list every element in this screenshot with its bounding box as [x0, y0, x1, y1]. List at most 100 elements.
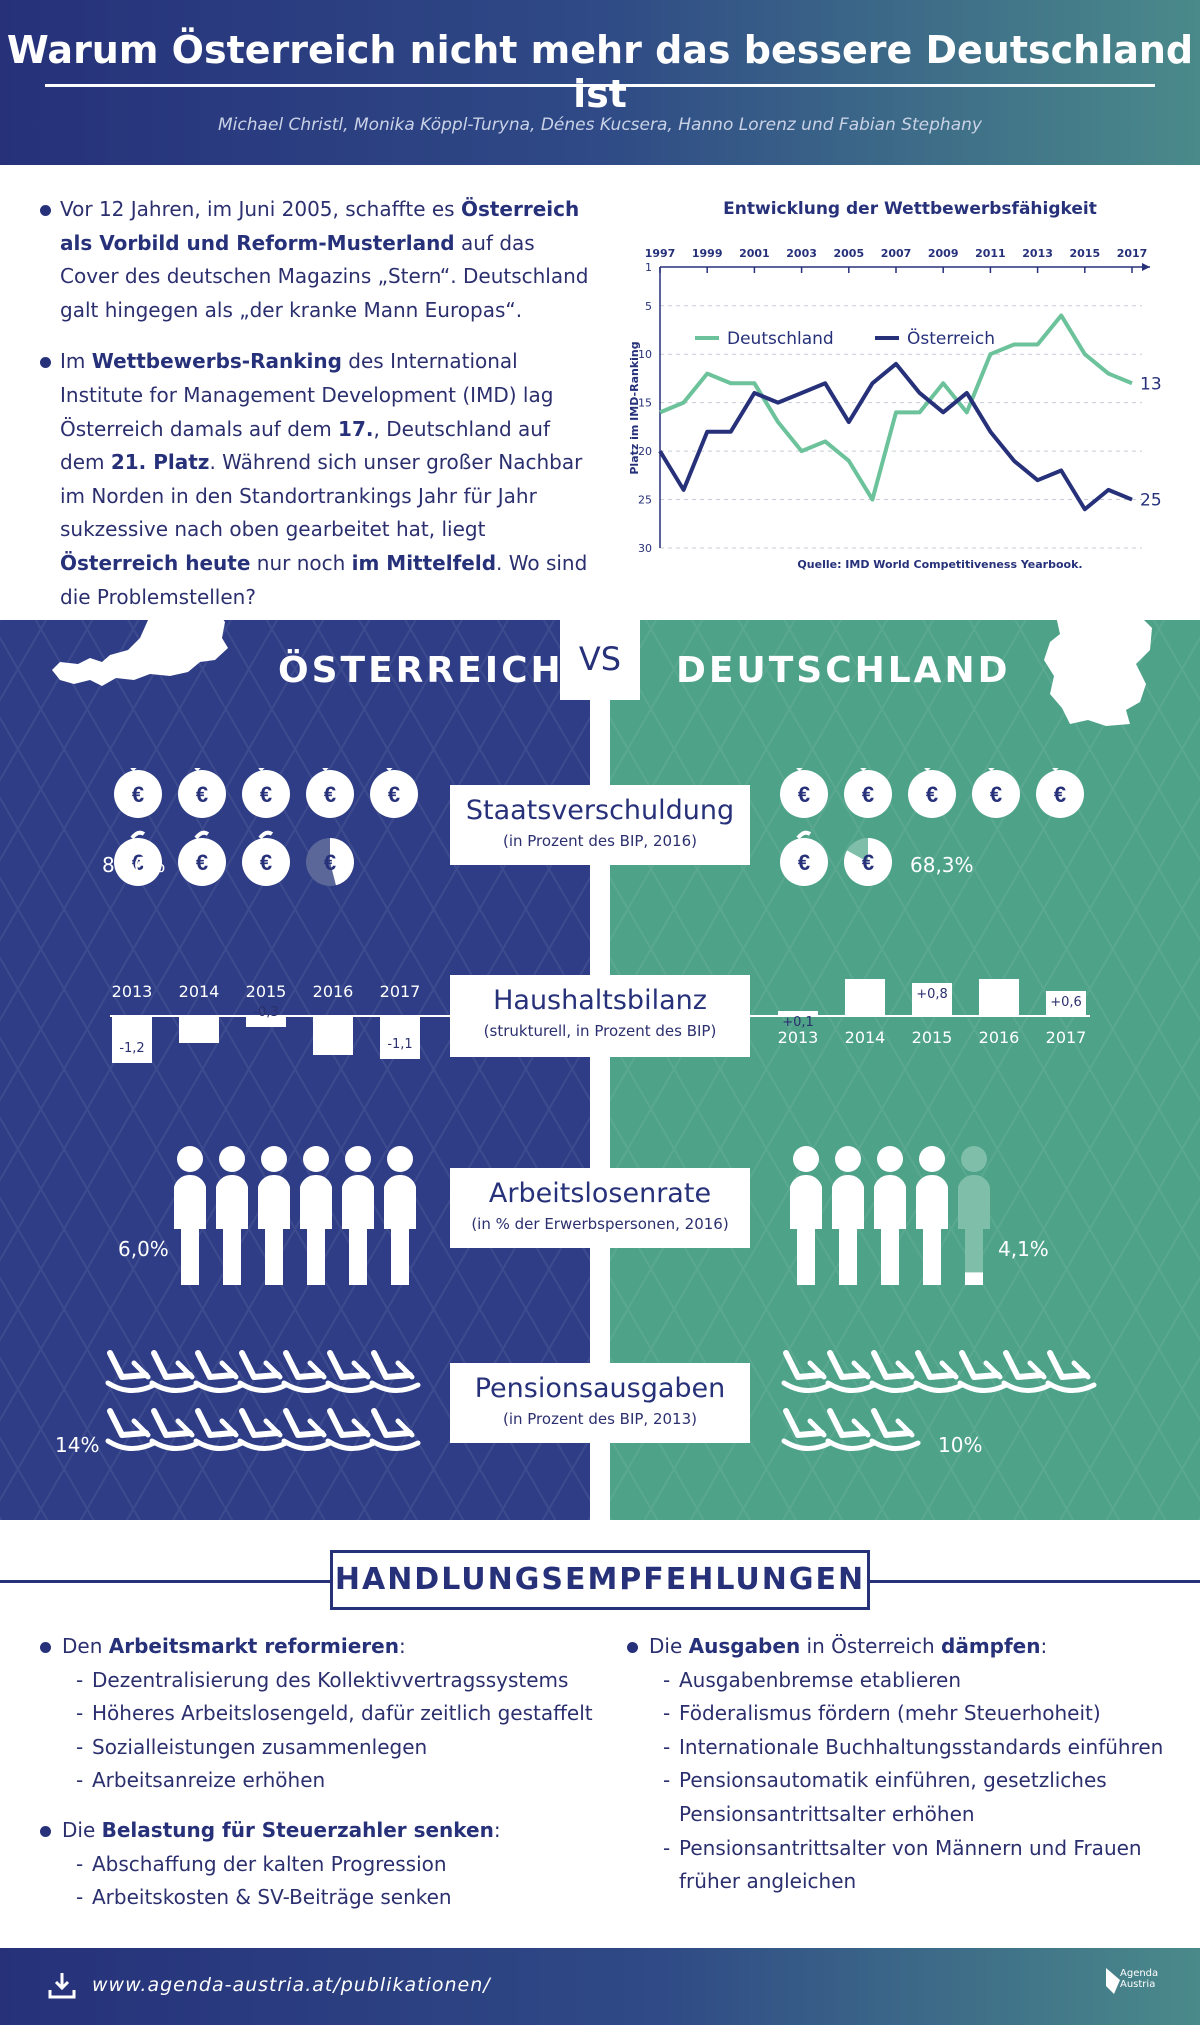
balance-bar-label: +0,6 — [1050, 995, 1082, 1010]
rec-heading-steuerzahler: Die Belastung für Steuerzahler senken: — [38, 1814, 598, 1848]
svg-text:€: € — [196, 782, 208, 807]
download-icon[interactable] — [46, 1970, 78, 2002]
person-icon — [384, 1146, 416, 1285]
center-divider — [590, 700, 610, 1520]
euro-coin-icon: € — [306, 768, 354, 818]
rocking-chair-icon — [869, 1350, 921, 1393]
germany-pension-value: 10% — [938, 1433, 983, 1457]
rocking-chair-icon — [913, 1350, 965, 1393]
balance-year-label: 2015 — [911, 1028, 953, 1047]
rec-item: Höheres Arbeitslosengeld, dafür zeitlich… — [76, 1697, 598, 1731]
balance-bar-label: +0,1 — [782, 1015, 814, 1030]
rocking-chair-icon — [781, 1350, 833, 1393]
legend-label: Deutschland — [727, 329, 834, 349]
rec-item: Internationale Buchhaltungsstandards ein… — [663, 1731, 1185, 1765]
rocking-chair-icon — [149, 1350, 201, 1393]
svg-text:€: € — [862, 850, 874, 875]
person-icon — [832, 1146, 864, 1285]
rocking-chair-icon — [325, 1408, 377, 1451]
x-tick-label: 2015 — [1069, 247, 1100, 260]
x-tick-label: 2017 — [1117, 247, 1148, 260]
label-austria: ÖSTERREICH — [278, 650, 564, 691]
svg-text:€: € — [798, 850, 810, 875]
balance-bar — [1046, 991, 1086, 1015]
vs-gap — [560, 620, 640, 700]
svg-text:€: € — [324, 782, 336, 807]
euro-coin-icon: € — [114, 830, 162, 886]
euro-coin-icon: € — [306, 838, 355, 886]
austria-pension-value: 14% — [55, 1433, 100, 1457]
rec-list-steuerzahler: Abschaffung der kalten ProgressionArbeit… — [38, 1848, 598, 1915]
balance-bar — [112, 1015, 152, 1063]
balance-bar-label: -1,2 — [119, 1041, 145, 1056]
rec-item: Arbeitskosten & SV-Beiträge senken — [76, 1881, 598, 1915]
y-tick-label: 5 — [645, 300, 652, 313]
person-icon — [300, 1146, 332, 1285]
chart-source: Quelle: IMD World Competitiveness Yearbo… — [797, 558, 1082, 571]
y-tick-label: 20 — [638, 445, 652, 458]
chart-ylabel: Platz im IMD-Ranking — [628, 341, 641, 474]
rocking-chair-icon — [781, 1408, 833, 1451]
balance-year-label: 2015 — [245, 982, 287, 1001]
x-tick-label: 1999 — [692, 247, 723, 260]
rocking-chair-icon — [105, 1350, 157, 1393]
austria-map-icon — [52, 604, 228, 686]
staatsverschuldung-sub: (in Prozent des BIP, 2016) — [502, 832, 697, 850]
series-line-deutschland — [659, 313, 1133, 502]
balance-year-label: 2016 — [312, 982, 354, 1001]
balance-bar — [179, 1015, 219, 1043]
svg-text:€: € — [990, 782, 1002, 807]
intro-text: Vor 12 Jahren, im Juni 2005, schaffte es… — [38, 193, 598, 632]
person-icon — [958, 1146, 990, 1285]
rocking-chair-icon — [193, 1350, 245, 1393]
x-tick-label: 2013 — [1022, 247, 1053, 260]
person-icon — [874, 1146, 906, 1285]
rec-item: Föderalismus fördern (mehr Steuerhoheit) — [663, 1697, 1185, 1731]
balance-year-label: 2016 — [978, 1028, 1020, 1047]
rec-item: Arbeitsanreize erhöhen — [76, 1764, 598, 1798]
page-title: Warum Österreich nicht mehr das bessere … — [6, 28, 1194, 116]
rocking-chair-icon — [369, 1350, 421, 1393]
x-tick-label: 2011 — [975, 247, 1006, 260]
rec-heading-arbeitsmarkt: Den Arbeitsmarkt reformieren: — [38, 1630, 598, 1664]
person-icon — [342, 1146, 374, 1285]
svg-text:€: € — [196, 850, 208, 875]
x-tick-label: 2007 — [881, 247, 912, 260]
balance-year-label: 2014 — [178, 982, 220, 1001]
austria-debt-value: 84,6% — [102, 853, 166, 877]
rocking-chair-icon — [281, 1408, 333, 1451]
rocking-chair-icon — [105, 1408, 157, 1451]
y-tick-label: 1 — [645, 261, 652, 274]
recommendations-title: HANDLUNGSEMPFEHLUNGEN — [330, 1550, 870, 1610]
haushaltsbilanz-box: Haushaltsbilanz (strukturell, in Prozent… — [450, 975, 750, 1057]
person-icon — [258, 1146, 290, 1285]
rec-heading-ausgaben: Die Ausgaben in Österreich dämpfen: — [625, 1630, 1185, 1664]
rec-item: Sozialleistungen zusammenlegen — [76, 1731, 598, 1765]
series-line-österreich — [658, 361, 1133, 512]
arbeitslosenrate-box: Arbeitslosenrate (in % der Erwerbsperson… — [450, 1168, 750, 1248]
recommendations-column-1: Den Arbeitsmarkt reformieren: Dezentrali… — [38, 1630, 598, 1931]
euro-coin-icon: € — [908, 768, 956, 818]
title-underline — [45, 84, 1155, 87]
brand-name: Agenda Austria — [1120, 1968, 1159, 1990]
germany-map-icon — [1044, 582, 1152, 726]
x-tick-label: 2003 — [786, 247, 817, 260]
person-icon — [916, 1146, 948, 1285]
germany-unemployment-value: 4,1% — [998, 1237, 1049, 1261]
euro-coin-icon: € — [178, 830, 226, 886]
euro-coin-icon: € — [780, 768, 828, 818]
balance-bar-label: +0,8 — [916, 987, 948, 1002]
balance-bar — [380, 1015, 420, 1059]
euro-coin-icon: € — [780, 830, 828, 886]
arbeitslosenrate-sub: (in % der Erwerbspersonen, 2016) — [471, 1215, 729, 1233]
euro-coin-icon: € — [242, 768, 290, 818]
pensionsausgaben-title: Pensionsausgaben — [474, 1373, 726, 1404]
rocking-chair-icon — [825, 1408, 877, 1451]
euro-coin-icon: € — [844, 838, 892, 886]
publications-link[interactable]: www.agenda-austria.at/publikationen/ — [92, 1974, 491, 1996]
balance-bar — [912, 983, 952, 1015]
legend-label: Österreich — [907, 327, 995, 349]
footer: www.agenda-austria.at/publikationen/ Age… — [0, 1948, 1200, 2025]
rocking-chair-icon — [149, 1408, 201, 1451]
line-chart-svg: Entwicklung der Wettbewerbsfähigkeit Pla… — [628, 199, 1162, 571]
